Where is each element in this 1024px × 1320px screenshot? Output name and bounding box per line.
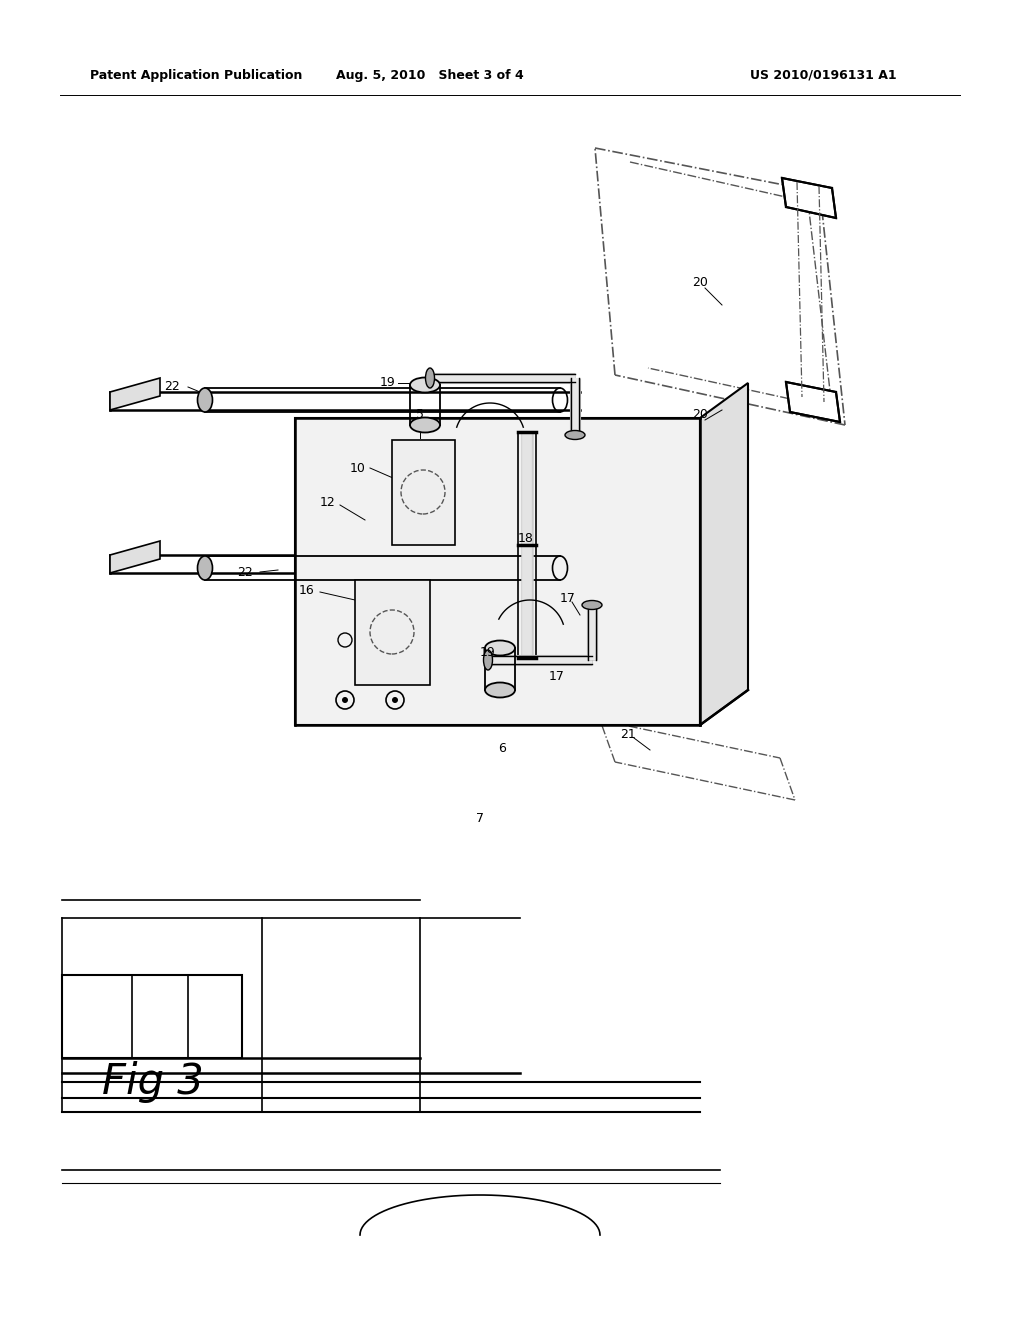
- Circle shape: [392, 697, 398, 704]
- Polygon shape: [110, 541, 160, 573]
- Polygon shape: [700, 383, 748, 725]
- Polygon shape: [392, 440, 455, 545]
- Text: 22: 22: [164, 380, 180, 393]
- Ellipse shape: [485, 640, 515, 656]
- Ellipse shape: [198, 556, 213, 579]
- Ellipse shape: [410, 378, 440, 392]
- Text: 18: 18: [518, 532, 534, 544]
- Ellipse shape: [410, 417, 440, 433]
- Text: 21: 21: [621, 729, 636, 742]
- Text: 12: 12: [321, 496, 336, 510]
- Text: US 2010/0196131 A1: US 2010/0196131 A1: [750, 69, 897, 82]
- Text: 6: 6: [498, 742, 506, 755]
- Ellipse shape: [426, 368, 434, 388]
- Text: Aug. 5, 2010   Sheet 3 of 4: Aug. 5, 2010 Sheet 3 of 4: [336, 69, 524, 82]
- Text: 5: 5: [416, 408, 424, 421]
- Text: 16: 16: [299, 583, 314, 597]
- Polygon shape: [295, 418, 700, 725]
- Text: 19: 19: [380, 376, 396, 389]
- Text: 19: 19: [480, 647, 496, 660]
- Polygon shape: [110, 378, 160, 411]
- Ellipse shape: [582, 601, 602, 610]
- Polygon shape: [782, 178, 836, 218]
- Text: 10: 10: [350, 462, 366, 474]
- Text: 20: 20: [692, 276, 708, 289]
- Ellipse shape: [485, 682, 515, 697]
- Polygon shape: [355, 579, 430, 685]
- Text: 17: 17: [549, 671, 565, 684]
- Text: 20: 20: [692, 408, 708, 421]
- Ellipse shape: [483, 649, 493, 671]
- Ellipse shape: [198, 388, 213, 412]
- Circle shape: [342, 697, 348, 704]
- Text: 17: 17: [560, 591, 575, 605]
- Text: Fig 3: Fig 3: [102, 1061, 204, 1104]
- Text: 22: 22: [238, 565, 253, 578]
- Text: 7: 7: [476, 812, 484, 825]
- Text: Patent Application Publication: Patent Application Publication: [90, 69, 302, 82]
- Ellipse shape: [565, 430, 585, 440]
- Polygon shape: [786, 381, 840, 422]
